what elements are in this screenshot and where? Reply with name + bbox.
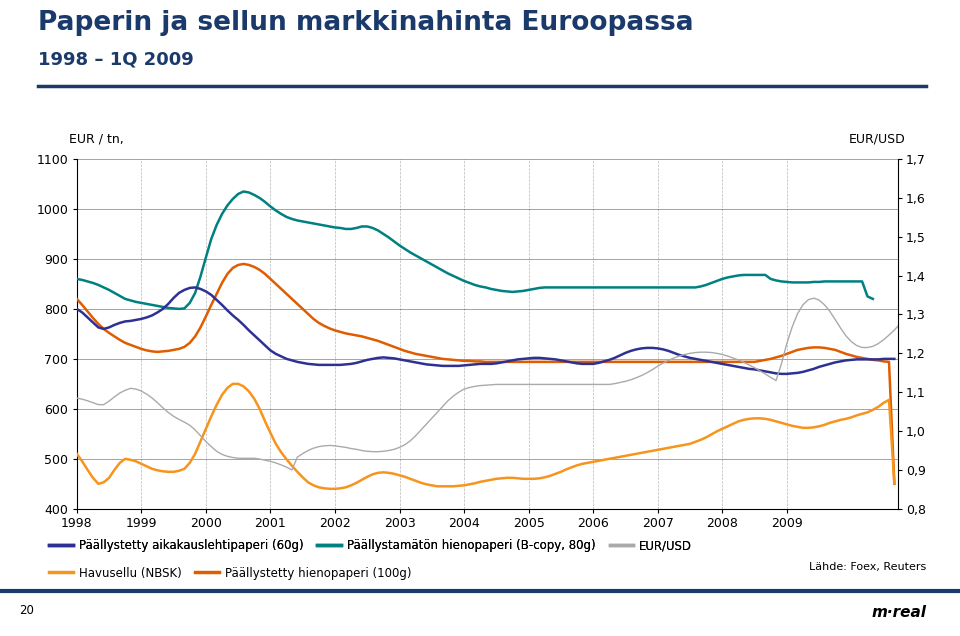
Text: Paperin ja sellun markkinahinta Euroopassa: Paperin ja sellun markkinahinta Euroopas… [38, 10, 694, 36]
Text: 1998 – 1Q 2009: 1998 – 1Q 2009 [38, 51, 194, 69]
Text: m·real: m·real [872, 605, 926, 620]
Legend: Havusellu (NBSK), Päällystetty hienopaperi (100g): Havusellu (NBSK), Päällystetty hienopape… [44, 562, 417, 584]
Legend: Päällystetty aikakauslehtipaperi (60g), Päällystamätön hienopaperi (B-copy, 80g): Päällystetty aikakauslehtipaperi (60g), … [44, 534, 697, 557]
Text: EUR/USD: EUR/USD [849, 132, 906, 145]
Text: Lähde: Foex, Reuters: Lähde: Foex, Reuters [809, 562, 926, 572]
Text: 20: 20 [19, 604, 34, 617]
Text: EUR / tn,: EUR / tn, [68, 132, 123, 145]
